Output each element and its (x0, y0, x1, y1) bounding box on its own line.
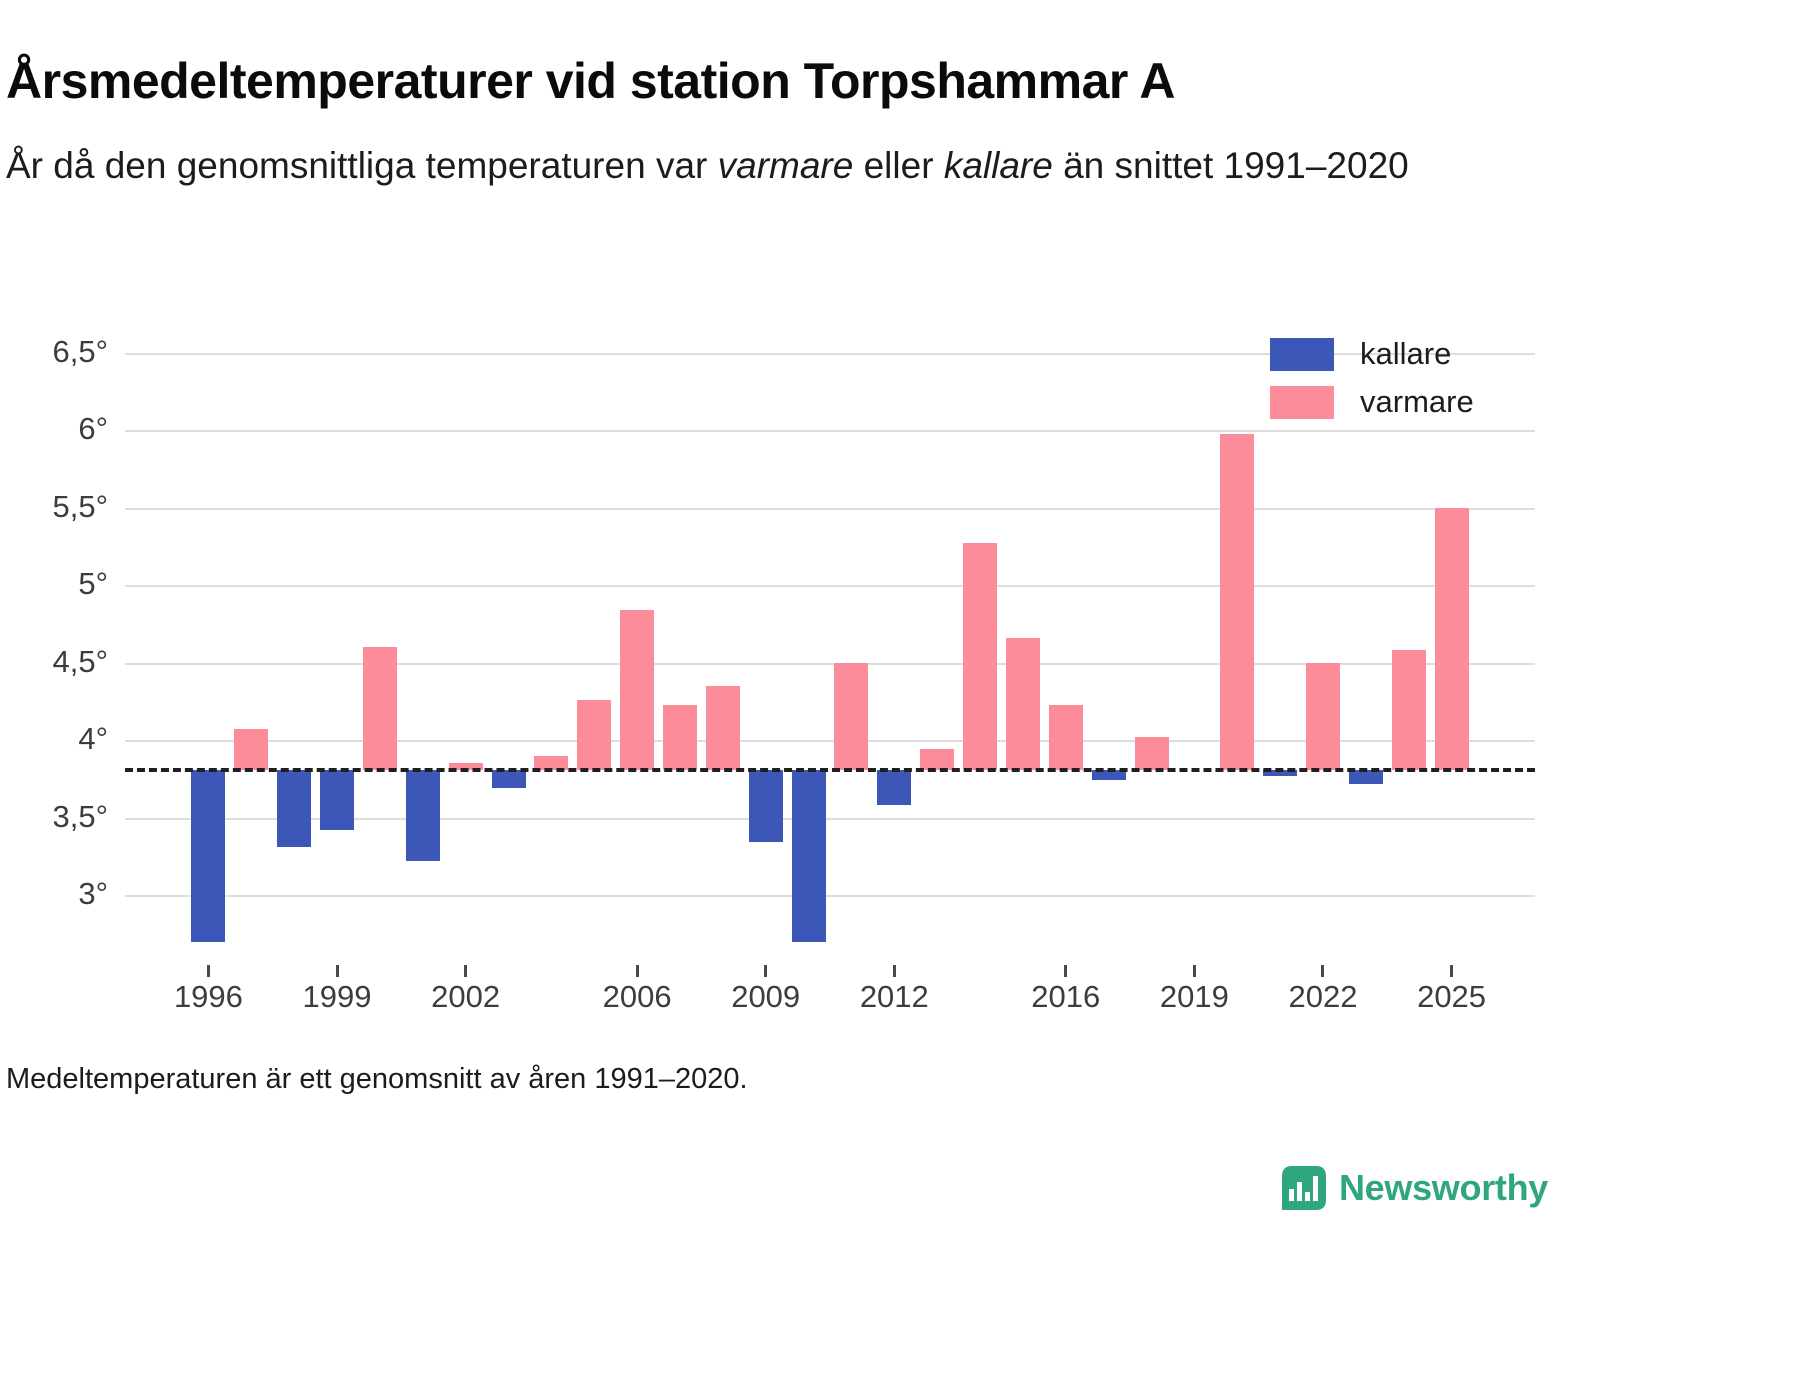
x-tick-label: 1999 (302, 979, 372, 1014)
y-tick-label: 6,5° (52, 333, 109, 369)
bar-2001 (405, 769, 440, 861)
x-tick-mark (1064, 965, 1068, 977)
subtitle-italic-kallare: kallare (943, 145, 1053, 186)
subtitle-part: än snittet 1991–2020 (1052, 145, 1409, 186)
x-tick-mark (464, 965, 468, 977)
gridline (125, 352, 1535, 355)
newsworthy-icon (1281, 1166, 1326, 1210)
x-tick-label: 2006 (602, 979, 672, 1014)
x-tick-mark (892, 965, 896, 977)
chart-footnote: Medeltemperaturen är ett genomsnitt av å… (6, 1063, 748, 1095)
y-tick-label: 6° (78, 411, 108, 447)
bar-2024 (1391, 650, 1426, 770)
legend-swatch-varmare (1270, 385, 1334, 419)
x-tick-mark (1192, 965, 1196, 977)
gridline (125, 740, 1535, 743)
y-tick-label: 5,5° (52, 488, 109, 524)
y-tick-label: 4,5° (52, 643, 109, 679)
bar-2003 (491, 769, 526, 789)
baseline-dashed-line (125, 767, 1535, 772)
bar-2025 (1434, 507, 1469, 770)
bar-1998 (277, 769, 312, 848)
bar-2017 (1091, 769, 1126, 781)
gridline (125, 585, 1535, 588)
bar-2007 (662, 704, 697, 770)
bar-1999 (320, 769, 355, 830)
bar-2013 (920, 749, 955, 770)
bar-2011 (834, 662, 869, 770)
bar-2008 (705, 685, 740, 770)
x-tick-label: 2019 (1159, 979, 1229, 1014)
x-tick-mark (206, 965, 210, 977)
subtitle-italic-varmare: varmare (717, 145, 854, 186)
x-tick-label: 1996 (173, 979, 243, 1014)
x-tick-label: 2002 (431, 979, 501, 1014)
x-tick-mark (1321, 965, 1325, 977)
x-tick-label: 2025 (1417, 979, 1487, 1014)
bar-2018 (1134, 737, 1169, 770)
bar-chart: kallare varmare 3° 3,5° 4° 4,5° 5° 5,5° 6° 6,5°… (0, 302, 1800, 1062)
bar-2014 (963, 543, 998, 770)
gridline (125, 507, 1535, 510)
bar-2022 (1305, 662, 1340, 770)
x-tick-label: 2016 (1031, 979, 1101, 1014)
bar-2023 (1348, 769, 1383, 784)
bar-2005 (577, 699, 612, 770)
bar-2010 (791, 769, 826, 942)
gridline (125, 430, 1535, 433)
bar-2000 (362, 647, 397, 770)
page-title: Årsmedeltemperaturer vid station Torpsha… (6, 52, 1176, 109)
gridline (125, 817, 1535, 820)
bar-1997 (234, 729, 269, 770)
x-tick-label: 2022 (1288, 979, 1358, 1014)
legend-label-kallare: kallare (1360, 336, 1452, 371)
bar-2009 (748, 769, 783, 843)
newsworthy-logo: Newsworthy (1281, 1165, 1548, 1211)
newsworthy-wordmark: Newsworthy (1338, 1167, 1548, 1208)
chart-subtitle: År då den genomsnittliga temperaturen va… (6, 140, 1476, 191)
subtitle-part: År då den genomsnittliga temperaturen va… (6, 145, 718, 186)
gridline (125, 662, 1535, 665)
x-tick-label: 2009 (731, 979, 801, 1014)
bar-2020 (1220, 433, 1255, 770)
x-tick-mark (335, 965, 339, 977)
bar-2002 (448, 763, 483, 770)
y-tick-label: 4° (78, 721, 108, 757)
y-tick-label: 5° (78, 566, 108, 602)
subtitle-part: eller (853, 145, 944, 186)
legend-label-varmare: varmare (1360, 384, 1474, 419)
gridline (125, 895, 1535, 898)
x-tick-label: 2012 (859, 979, 929, 1014)
legend-row-kallare: kallare (1270, 330, 1474, 378)
bar-2012 (877, 769, 912, 806)
x-tick-mark (764, 965, 768, 977)
bar-2006 (620, 610, 655, 770)
bar-2021 (1263, 769, 1298, 776)
bar-2016 (1048, 704, 1083, 770)
y-tick-label: 3° (78, 876, 108, 912)
x-tick-mark (1450, 965, 1454, 977)
y-tick-label: 3,5° (52, 798, 109, 834)
x-tick-mark (635, 965, 639, 977)
legend-row-varmare: varmare (1270, 378, 1474, 426)
bar-2015 (1005, 637, 1040, 770)
bar-2004 (534, 755, 569, 770)
legend-swatch-kallare (1270, 337, 1334, 371)
legend: kallare varmare (1270, 330, 1474, 426)
bar-1996 (191, 769, 226, 942)
